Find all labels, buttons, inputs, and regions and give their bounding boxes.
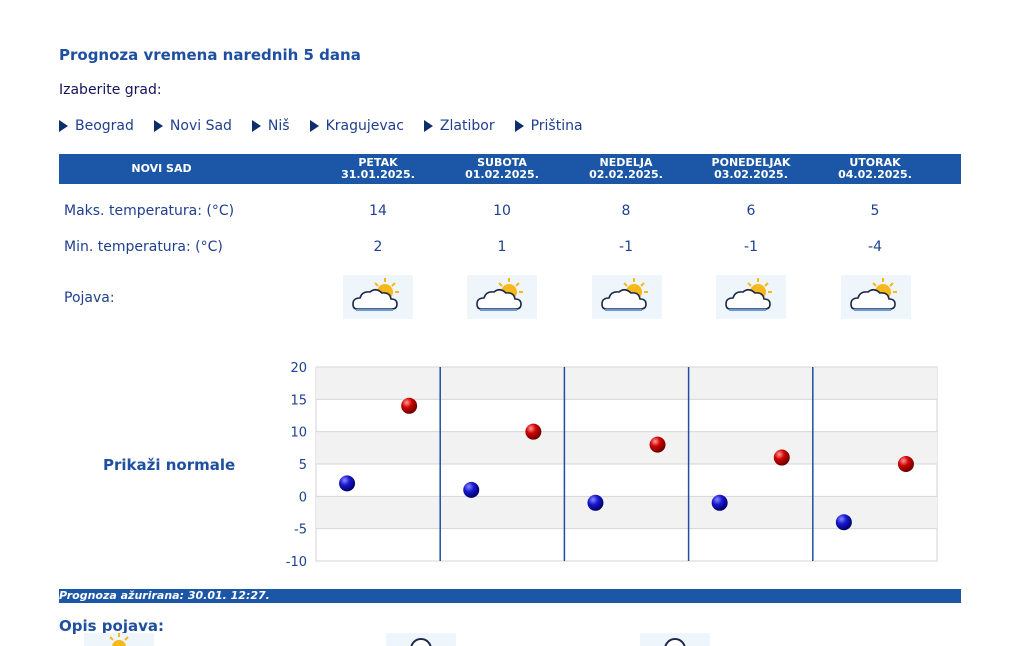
max-temp-day-3: 8 <box>621 203 631 219</box>
pojava-label: Pojava: <box>64 290 115 306</box>
city-link-novi-sad[interactable]: Novi Sad <box>153 118 232 134</box>
partly-cloudy-sun-icon <box>476 278 523 311</box>
weather-icon-day-4 <box>716 275 786 319</box>
y-tick-label: 10 <box>290 426 307 441</box>
min-temp-day-3: -1 <box>619 239 633 255</box>
max-temp-day-2: 10 <box>493 203 511 219</box>
min-temp-day-4: -1 <box>744 239 758 255</box>
legend-icon-sun <box>84 633 154 646</box>
min-temp-label: Min. temperatura: (°C) <box>64 239 223 255</box>
city-link-beograd[interactable]: Beograd <box>59 118 134 134</box>
partly-cloudy-sun-icon <box>601 278 648 311</box>
header-day-4: PONEDELJAK 03.02.2025. <box>711 156 791 181</box>
header-city: NOVI SAD <box>131 162 192 175</box>
cloud-icon <box>664 638 686 646</box>
max-temp-point <box>773 449 790 466</box>
grid-band <box>316 431 937 464</box>
header-day-5: UTORAK 04.02.2025. <box>838 156 912 181</box>
header-day-2: SUBOTA 01.02.2025. <box>465 156 539 181</box>
city-link-nis[interactable]: Niš <box>251 118 290 134</box>
city-link-kragujevac[interactable]: Kragujevac <box>309 118 404 134</box>
y-tick-label: 20 <box>290 361 307 376</box>
forecast-header: NOVI SAD PETAK 31.01.2025. SUBOTA 01.02.20… <box>59 154 961 184</box>
city-list: Beograd Novi Sad Niš Kragujevac Zlatibor… <box>59 118 603 134</box>
min-temp-point <box>339 475 356 492</box>
y-tick-label: 0 <box>299 490 307 505</box>
min-temp-day-1: 2 <box>373 239 383 255</box>
arrow-right-icon <box>309 120 319 132</box>
header-day-1: PETAK 31.01.2025. <box>341 156 415 181</box>
min-temp-day-2: 1 <box>497 239 507 255</box>
weather-icon-day-5 <box>841 275 911 319</box>
city-link-pristina[interactable]: Priština <box>514 118 583 134</box>
city-link-zlatibor[interactable]: Zlatibor <box>423 118 495 134</box>
min-temp-point <box>711 494 728 511</box>
update-bar: Prognoza ažurirana: 30.01. 12:27. <box>59 589 961 603</box>
header-day-3: NEDELJA 02.02.2025. <box>589 156 663 181</box>
max-temp-point <box>649 436 666 453</box>
legend-icon-cloud-1 <box>386 633 456 646</box>
weather-icon-day-1 <box>343 275 413 319</box>
choose-city-label: Izaberite grad: <box>59 82 162 98</box>
page-title: Prognoza vremena narednih 5 dana <box>59 46 361 64</box>
description-title: Opis pojava: <box>59 617 164 635</box>
arrow-right-icon <box>59 120 68 132</box>
min-temp-point <box>463 481 480 498</box>
arrow-right-icon <box>251 120 261 132</box>
cloud-icon <box>410 638 432 646</box>
grid-band <box>316 367 937 400</box>
legend-icon-cloud-2 <box>640 633 710 646</box>
partly-cloudy-sun-icon <box>352 278 399 311</box>
updated-label: Prognoza ažurirana: <box>59 589 184 602</box>
max-temp-point <box>401 397 418 414</box>
max-temp-point <box>525 423 542 440</box>
max-temp-label: Maks. temperatura: (°C) <box>64 203 235 219</box>
max-temp-day-1: 14 <box>369 203 387 219</box>
sun-icon <box>109 633 129 646</box>
updated-value: 30.01. 12:27. <box>187 589 270 602</box>
y-tick-label: 5 <box>299 458 307 473</box>
min-temp-day-5: -4 <box>868 239 882 255</box>
show-normals-link[interactable]: Prikaži normale <box>103 456 236 474</box>
partly-cloudy-sun-icon <box>725 278 772 311</box>
min-temp-point <box>835 514 852 531</box>
partly-cloudy-sun-icon <box>850 278 897 311</box>
arrow-right-icon <box>423 120 433 132</box>
y-tick-label: 15 <box>290 393 307 408</box>
arrow-right-icon <box>514 120 524 132</box>
min-temp-point <box>587 494 604 511</box>
max-temp-day-5: 5 <box>870 203 880 219</box>
arrow-right-icon <box>153 120 163 132</box>
weather-icon-day-3 <box>592 275 662 319</box>
y-tick-label: -5 <box>294 523 307 538</box>
grid-band <box>316 496 937 529</box>
max-temp-day-4: 6 <box>746 203 756 219</box>
y-tick-label: -10 <box>286 555 307 570</box>
max-temp-point <box>897 456 914 472</box>
weather-icon-day-2 <box>467 275 537 319</box>
